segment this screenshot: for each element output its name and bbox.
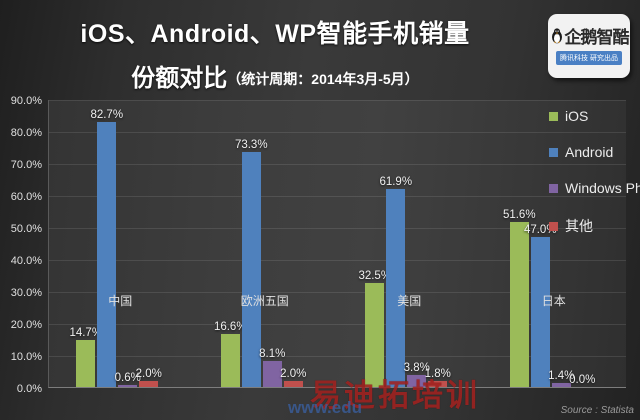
bar-value-label: 51.6% bbox=[502, 208, 536, 221]
legend-swatch-icon bbox=[549, 111, 558, 121]
y-axis-tick-label: 40.0% bbox=[10, 255, 42, 267]
page-subtitle-period: （统计周期：2014年3月-5月） bbox=[227, 71, 419, 87]
y-axis-tick-label: 50.0% bbox=[10, 223, 42, 235]
bar-group: 16.6% 73.3% 8.1% 2.0% bbox=[194, 100, 339, 387]
gridline bbox=[49, 228, 626, 229]
bar-value-label: 14.7% bbox=[69, 326, 103, 339]
y-axis-tick-label: 60.0% bbox=[10, 191, 42, 203]
legend-item[interactable]: iOS bbox=[549, 108, 640, 124]
bar-value-label: 16.6% bbox=[213, 320, 247, 333]
bar[interactable]: 61.9% bbox=[379, 176, 412, 387]
gridline bbox=[49, 196, 626, 197]
gridline bbox=[49, 260, 626, 261]
logo-mark: 企鹅智酷 bbox=[550, 27, 630, 47]
bar-value-label: 2.0% bbox=[135, 367, 162, 380]
x-axis-label: 美国 bbox=[397, 294, 422, 308]
bar-group: 51.6% 47.0% 1.4% 0.0% bbox=[483, 100, 628, 387]
gridline bbox=[49, 324, 626, 325]
legend-label: 其他 bbox=[565, 218, 593, 234]
bar-value-label: 0.0% bbox=[569, 374, 596, 386]
brand-logo: 企鹅智酷 腾讯科技 研究出品 bbox=[548, 14, 630, 78]
bar-value-label: 3.8% bbox=[403, 361, 430, 374]
bar[interactable]: 0.6% bbox=[115, 372, 141, 387]
chart-legend: iOS Android Windows Phone 其他 bbox=[549, 108, 640, 256]
bar[interactable]: 16.6% bbox=[214, 321, 247, 387]
gridline bbox=[49, 164, 626, 165]
y-axis-tick-label: 80.0% bbox=[10, 127, 42, 139]
gridline bbox=[49, 100, 626, 101]
y-axis: 0.0% 10.0% 20.0% 30.0% 40.0% 50.0% 60.0% 70.0% 8… bbox=[0, 95, 48, 395]
legend-swatch-icon bbox=[549, 221, 558, 231]
bar[interactable]: 2.0% bbox=[136, 368, 162, 387]
bar-value-label: 82.7% bbox=[90, 109, 124, 122]
legend-item[interactable]: 其他 bbox=[549, 216, 640, 236]
bar[interactable]: 73.3% bbox=[235, 139, 268, 387]
bar-value-label: 2.0% bbox=[280, 367, 307, 380]
gridline bbox=[49, 356, 626, 357]
legend-label: iOS bbox=[565, 108, 589, 124]
y-axis-tick-label: 20.0% bbox=[10, 319, 42, 331]
bar[interactable]: 1.8% bbox=[425, 368, 451, 387]
y-axis-tick-label: 30.0% bbox=[10, 287, 42, 299]
chart-header: iOS、Android、WP智能手机销量 份额对比（统计周期：2014年3月-5… bbox=[0, 0, 640, 96]
y-axis-tick-label: 0.0% bbox=[16, 383, 42, 395]
bar[interactable]: 2.0% bbox=[280, 368, 306, 387]
bar-value-label: 1.8% bbox=[424, 368, 451, 381]
logo-subtitle: 腾讯科技 研究出品 bbox=[556, 50, 622, 65]
y-axis-tick-label: 90.0% bbox=[10, 95, 42, 107]
legend-item[interactable]: Android bbox=[549, 144, 640, 160]
legend-swatch-icon bbox=[549, 183, 558, 193]
bar[interactable]: 47.0% bbox=[524, 224, 557, 387]
gridline bbox=[49, 292, 626, 293]
penguin-icon bbox=[550, 27, 564, 47]
bar[interactable]: 82.7% bbox=[90, 109, 123, 387]
watermark-url: www.edu bbox=[288, 398, 362, 417]
bar-value-label: 73.3% bbox=[234, 139, 268, 152]
x-axis-label: 中国 bbox=[108, 294, 133, 308]
legend-swatch-icon bbox=[549, 147, 558, 157]
bar-value-label: 47.0% bbox=[523, 223, 557, 236]
bar-group: 32.5% 61.9% 3.8% 1.8% bbox=[338, 100, 483, 387]
bar[interactable]: 14.7% bbox=[69, 327, 102, 387]
bar-value-label: 1.4% bbox=[548, 369, 575, 382]
bar-value-label: 32.5% bbox=[358, 270, 392, 282]
bar-value-label: 0.6% bbox=[114, 372, 141, 385]
bar[interactable]: 1.4% bbox=[548, 370, 574, 387]
logo-mark-text: 企鹅智酷 bbox=[564, 27, 630, 47]
x-axis-label: 日本 bbox=[541, 294, 566, 308]
legend-item[interactable]: Windows Phone bbox=[549, 180, 640, 196]
legend-label: Windows Phone bbox=[565, 180, 640, 196]
bar[interactable]: 32.5% bbox=[358, 270, 391, 387]
y-axis-tick-label: 10.0% bbox=[10, 351, 42, 363]
page-subtitle: 份额对比（统计周期：2014年3月-5月） bbox=[0, 58, 640, 93]
plot-area: 14.7% 82.7% 0.6% 2.0% 16.6% 73.3% 8.1% 2.0% 32.5… bbox=[48, 100, 640, 388]
gridline bbox=[49, 132, 626, 133]
bar-value-label: 61.9% bbox=[379, 175, 413, 188]
legend-label: Android bbox=[565, 144, 614, 160]
bar-group: 14.7% 82.7% 0.6% 2.0% bbox=[49, 100, 194, 387]
x-axis-label: 欧洲五国 bbox=[240, 294, 289, 308]
bar-value-label: 8.1% bbox=[259, 348, 286, 361]
bar[interactable]: 8.1% bbox=[259, 348, 285, 387]
y-axis-tick-label: 70.0% bbox=[10, 159, 42, 171]
page-subtitle-text: 份额对比 bbox=[131, 65, 228, 92]
bar[interactable]: 3.8% bbox=[404, 362, 430, 387]
page-title: iOS、Android、WP智能手机销量 bbox=[80, 20, 470, 48]
bar[interactable]: 51.6% bbox=[503, 209, 536, 387]
source-note: Source : Statista bbox=[560, 405, 634, 416]
